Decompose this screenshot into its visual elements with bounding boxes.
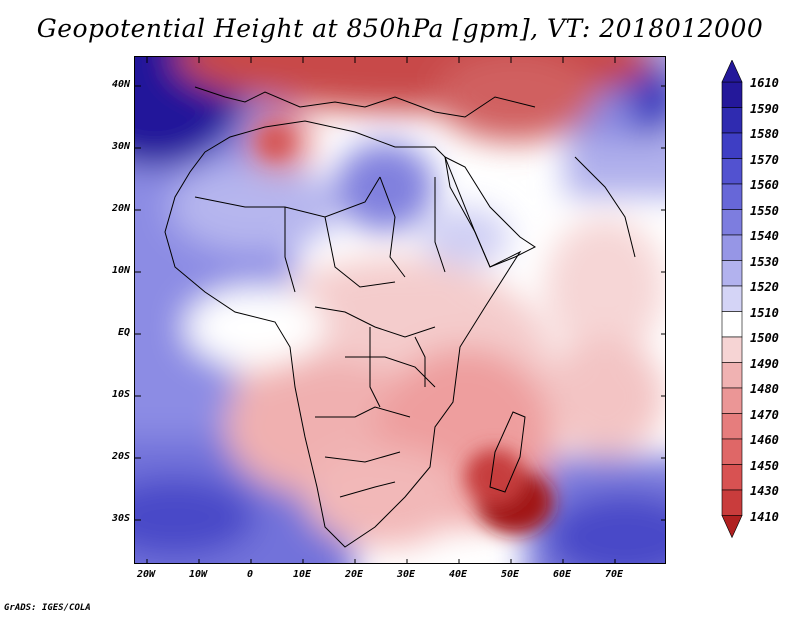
grads-credit: GrADS: IGES/COLA <box>4 603 91 613</box>
lon-label-10e: 10E <box>292 569 312 580</box>
colorbar-label: 1460 <box>750 433 779 447</box>
colorbar-cell <box>721 60 743 83</box>
lat-label-40n: 40N <box>111 79 130 90</box>
lat-label-20s: 20S <box>111 451 130 462</box>
map-panel <box>134 56 666 564</box>
colorbar-label: 1490 <box>750 356 779 371</box>
colorbar-cell <box>721 234 743 261</box>
colorbar-cell <box>721 132 743 159</box>
colorbar-cell <box>721 387 743 414</box>
lat-label-30s: 30S <box>111 513 130 524</box>
colorbar-label: 1480 <box>750 382 779 396</box>
colorbar-label: 1430 <box>750 484 779 498</box>
lon-label-20w: 20W <box>136 569 156 580</box>
map-title: Geopotential Height at 850hPa [gpm], VT:… <box>36 14 764 43</box>
height-minimum <box>259 126 553 534</box>
lon-label-50e: 50E <box>500 569 520 580</box>
colorbar-cell <box>721 438 743 465</box>
colorbar-label: 1540 <box>750 229 779 243</box>
lon-label-10w: 10W <box>188 569 208 580</box>
colorbar-cell <box>721 413 743 440</box>
coastlines <box>164 86 636 548</box>
colorbar-cell <box>721 260 743 287</box>
lat-label-10s: 10S <box>111 389 130 400</box>
colorbar-label: 1530 <box>750 254 779 269</box>
colorbar-cell-top <box>721 81 743 108</box>
colorbar-label: 1580 <box>750 127 779 141</box>
geopotential-map <box>135 57 665 563</box>
colorbar-label: 1610 <box>750 76 779 90</box>
colorbar-label: 1570 <box>750 152 779 167</box>
colorbar-label: 1450 <box>750 458 779 473</box>
colorbar <box>721 60 743 539</box>
colorbar-cell <box>721 183 743 210</box>
lon-label-0: 0 <box>246 569 254 580</box>
colorbar-cell <box>721 209 743 236</box>
lat-label-eq: EQ <box>117 327 130 338</box>
colorbar-cell <box>721 362 743 389</box>
axis-ticks <box>135 57 665 563</box>
lon-label-70e: 70E <box>604 569 624 580</box>
colorbar-cell <box>721 464 743 491</box>
colorbar-label: 1500 <box>750 331 779 345</box>
lat-label-20n: 20N <box>111 203 130 214</box>
lon-label-60e: 60E <box>552 569 572 580</box>
colorbar-cells <box>721 60 743 539</box>
colorbar-label: 1410 <box>750 509 779 524</box>
colorbar-label: 1470 <box>750 407 779 422</box>
lon-label-20e: 20E <box>344 569 364 580</box>
colorbar-cell <box>721 311 743 338</box>
colorbar-cell <box>721 515 743 539</box>
colorbar-cell <box>721 285 743 312</box>
colorbar-cell <box>721 158 743 185</box>
colorbar-label: 1590 <box>750 101 779 116</box>
colorbar-cell <box>721 336 743 363</box>
colorbar-label: 1560 <box>750 178 779 192</box>
colorbar-cell <box>721 489 743 516</box>
colorbar-label: 1510 <box>750 305 779 320</box>
lon-label-40e: 40E <box>448 569 468 580</box>
lon-label-30e: 30E <box>396 569 416 580</box>
colorbar-cell <box>721 107 743 134</box>
colorbar-label: 1550 <box>750 203 779 218</box>
colorbar-label: 1520 <box>750 280 779 294</box>
lat-label-10n: 10N <box>111 265 130 276</box>
lat-label-30n: 30N <box>111 141 130 152</box>
